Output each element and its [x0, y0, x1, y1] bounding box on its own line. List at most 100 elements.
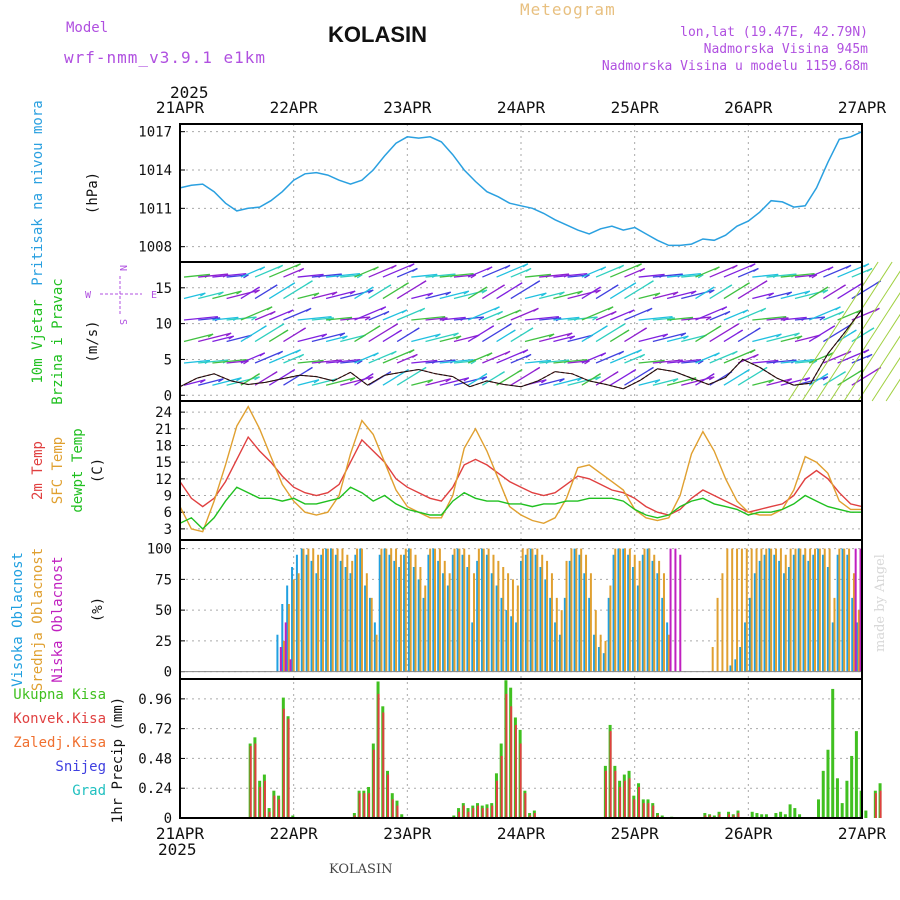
x-tick-label-bottom: 27APR	[838, 824, 887, 843]
credit-label: made by Angel	[873, 554, 888, 652]
wind-arrow-head	[804, 290, 811, 295]
wind-arrow-head	[845, 264, 852, 269]
wind-arrow-head	[595, 286, 601, 291]
conv-precip-bar	[387, 774, 390, 818]
wind-arrow	[340, 289, 374, 300]
wind-arrow	[226, 289, 260, 300]
wind-arrow	[368, 350, 397, 364]
wind-arrow-head	[427, 379, 433, 384]
x-tick-label-top: 27APR	[838, 98, 887, 117]
conv-precip-bar	[879, 790, 882, 818]
wind-arrow-head	[724, 310, 731, 316]
wind-arrow	[496, 263, 529, 278]
wind-arrow-head	[391, 264, 397, 269]
wind-arrow-head	[295, 263, 301, 268]
wind-arrow	[183, 273, 210, 278]
wind-arrow	[183, 315, 218, 321]
wind-arrow	[752, 292, 774, 300]
total-precip-bar	[774, 813, 778, 818]
wind-arrow-head	[742, 309, 749, 314]
y-tick-label: 15	[155, 455, 172, 471]
wind-arrow-head	[595, 373, 601, 378]
wind-arrow-head	[672, 378, 679, 383]
y-tick-label: 25	[155, 634, 172, 650]
total-precip-bar	[831, 688, 835, 818]
wind-arrow-head	[289, 282, 296, 287]
wind-arrow-head	[408, 263, 415, 268]
wind-arrow	[609, 349, 642, 364]
wind-arrow-head	[271, 284, 278, 289]
conv-precip-bar	[732, 815, 735, 818]
wind-arrow-head	[548, 333, 555, 338]
wind-arrow-head	[349, 377, 356, 382]
wind-arrow	[325, 335, 348, 343]
conv-precip-bar	[619, 786, 622, 818]
conv-precip-bar	[353, 815, 356, 818]
high-cloud-ylabel: Visoka Oblacnost	[10, 552, 26, 687]
conv-precip-bar	[647, 803, 650, 818]
wind-arrow-head	[307, 366, 313, 372]
wind-arrow-head	[313, 379, 320, 384]
total-precip-bar	[712, 815, 716, 818]
wind-arrow-head	[300, 327, 306, 332]
wind-arrow	[411, 315, 446, 321]
wind-arrow	[254, 264, 283, 278]
wind-arrow-head	[744, 368, 750, 374]
wind-arrow-head	[287, 309, 294, 314]
wind-arrow	[212, 335, 234, 343]
wind-arrow	[268, 263, 301, 278]
wind-arrow	[666, 377, 697, 386]
wind-arrow-head	[199, 379, 206, 384]
wind-arrow	[240, 306, 273, 321]
y-tick-label: 50	[155, 603, 172, 619]
wind-arrow-head	[732, 264, 738, 269]
wind-arrow-head	[282, 329, 289, 334]
wind-arrow	[340, 316, 371, 321]
wind-arrow	[198, 332, 232, 343]
temp-unit: (C)	[90, 458, 106, 483]
wind-arrow-head	[768, 379, 774, 384]
wind-arrow-head	[630, 282, 637, 287]
wind-arrow-head	[277, 264, 284, 269]
total-precip-bar	[850, 755, 854, 818]
total-precip-bar	[840, 803, 844, 818]
wind-arrow-head	[610, 310, 617, 316]
model-name: wrf-nmm_v3.9.1 e1km	[64, 48, 267, 67]
wind-arrow-head	[413, 327, 420, 332]
conv-precip-bar	[623, 780, 626, 818]
wind-hatch	[857, 335, 900, 402]
wind-arrow	[297, 379, 320, 386]
wind-arrow-head	[478, 316, 485, 321]
wind-arrow	[567, 334, 593, 343]
meteogram-title: Meteogram	[520, 0, 616, 19]
conv-precip-bar	[249, 746, 252, 818]
wind-arrow	[837, 263, 870, 278]
x-tick-label-bottom: 24APR	[497, 824, 546, 843]
wind-arrow	[198, 378, 224, 386]
wind-arrow-head	[866, 353, 873, 359]
wind-arrow-head	[705, 316, 712, 321]
wind-arrow	[780, 358, 815, 364]
y-tick-label: 15	[155, 281, 172, 297]
wind-arrow	[325, 377, 356, 386]
wind-arrow-head	[838, 310, 844, 316]
wind-arrow	[510, 307, 539, 321]
wind-arrow-head	[822, 376, 829, 381]
wind-arrow	[666, 335, 689, 343]
wind-hatch	[829, 292, 900, 402]
conv-precip-bar	[609, 731, 612, 818]
wind-arrow	[311, 273, 342, 278]
wind-arrow-head	[654, 292, 661, 297]
wind-arrow	[425, 332, 459, 343]
conv-precip-bar	[481, 808, 484, 818]
conv-precip-bar	[510, 706, 513, 818]
conv-precip-bar	[514, 724, 517, 818]
wind-arrow	[311, 317, 334, 321]
wind-arrow-head	[737, 329, 744, 334]
model-elevation-label: Nadmorska Visina u modelu 1159.68m	[601, 59, 868, 74]
x-tick-label-top: 26APR	[724, 98, 773, 117]
wind-arrow	[737, 307, 767, 321]
wind-arrow-head	[289, 368, 296, 374]
conv-precip-bar	[377, 693, 380, 818]
wind-arrow	[553, 335, 575, 343]
